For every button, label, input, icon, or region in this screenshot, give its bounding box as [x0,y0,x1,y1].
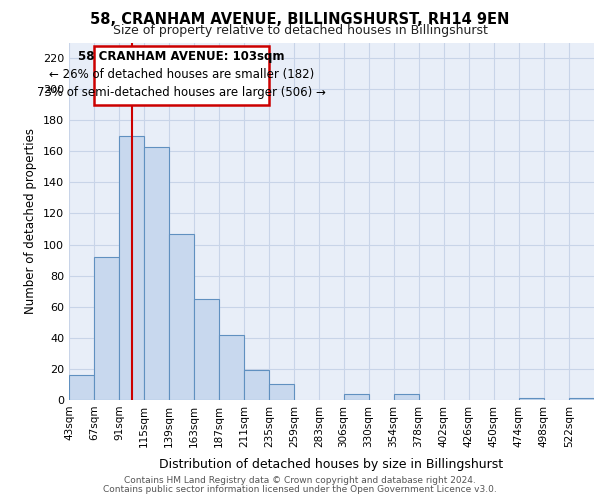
Bar [144,146,169,400]
Bar [119,136,144,400]
Text: 58 CRANHAM AVENUE: 103sqm: 58 CRANHAM AVENUE: 103sqm [79,50,285,64]
Bar [394,394,419,400]
Bar [169,234,194,400]
Text: Size of property relative to detached houses in Billingshurst: Size of property relative to detached ho… [113,24,487,37]
Text: 73% of semi-detached houses are larger (506) →: 73% of semi-detached houses are larger (… [37,86,326,99]
Bar [244,370,269,400]
Bar [219,334,244,400]
Bar [69,375,94,400]
Text: ← 26% of detached houses are smaller (182): ← 26% of detached houses are smaller (18… [49,68,314,81]
Bar [269,384,295,400]
Y-axis label: Number of detached properties: Number of detached properties [25,128,37,314]
Bar [94,46,269,104]
X-axis label: Distribution of detached houses by size in Billingshurst: Distribution of detached houses by size … [160,458,503,471]
Bar [569,398,594,400]
Text: Contains HM Land Registry data © Crown copyright and database right 2024.: Contains HM Land Registry data © Crown c… [124,476,476,485]
Text: 58, CRANHAM AVENUE, BILLINGSHURST, RH14 9EN: 58, CRANHAM AVENUE, BILLINGSHURST, RH14 … [91,12,509,27]
Text: Contains public sector information licensed under the Open Government Licence v3: Contains public sector information licen… [103,485,497,494]
Bar [344,394,368,400]
Bar [94,257,119,400]
Bar [519,398,544,400]
Bar [194,299,219,400]
